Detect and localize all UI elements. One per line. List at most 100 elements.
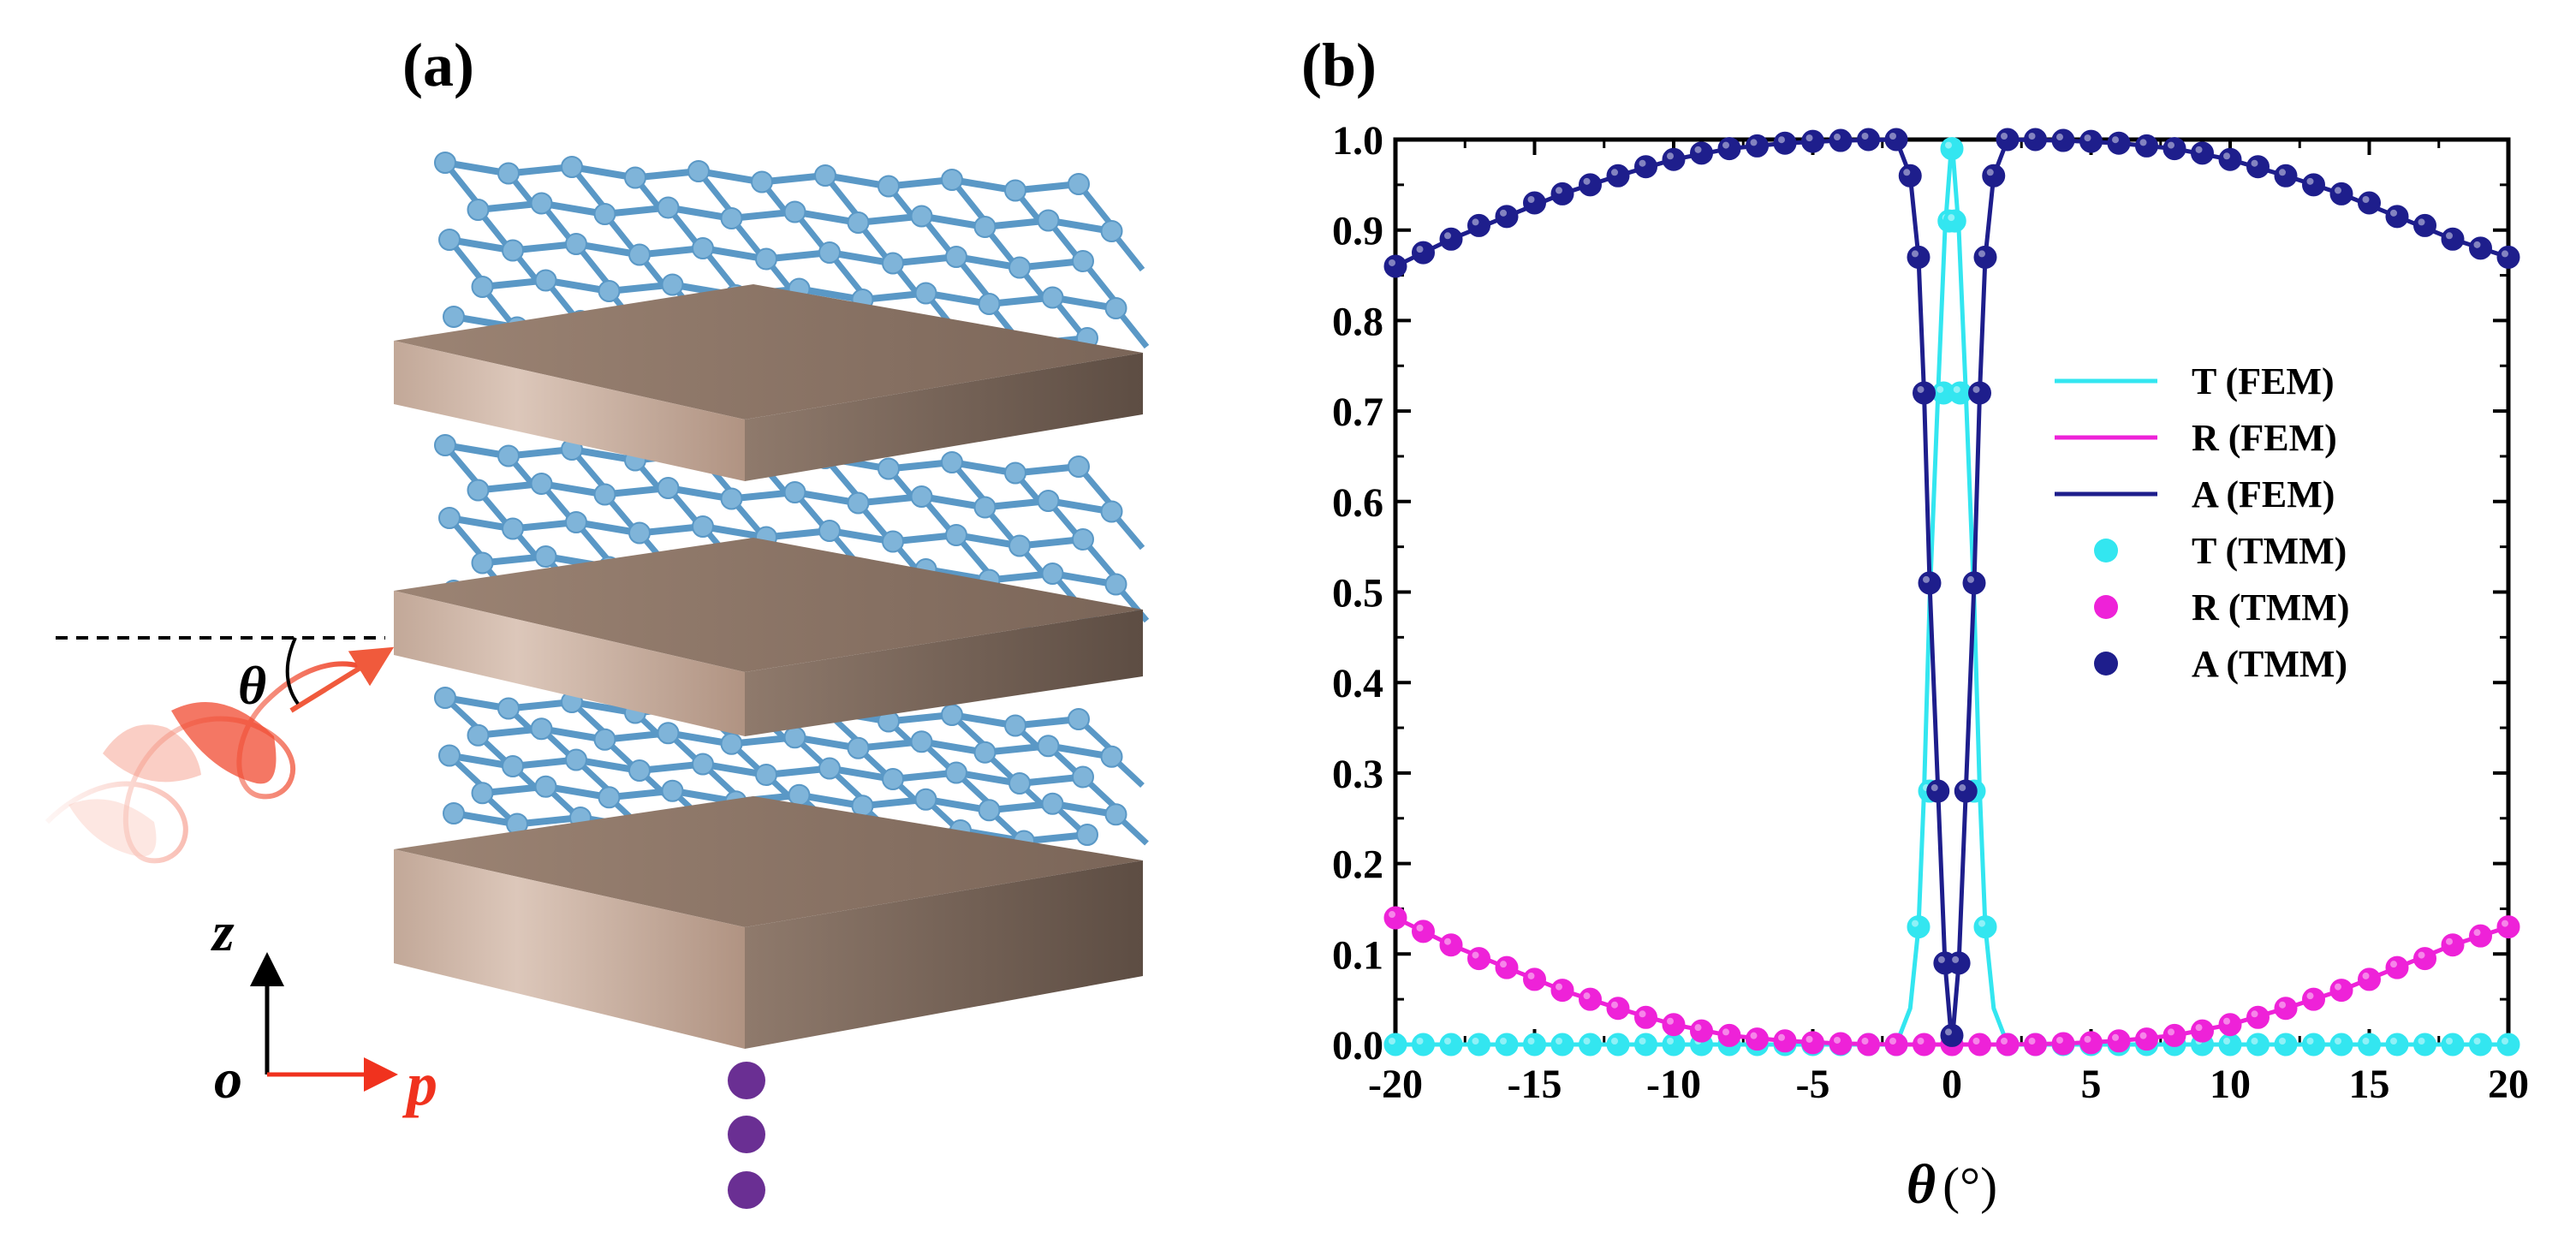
data-point-highlight <box>1667 1038 1674 1045</box>
incident-wave-lobe-icon <box>171 702 277 784</box>
legend-marker-swatch <box>2094 652 2118 676</box>
data-point <box>1829 1032 1853 1056</box>
legend-label: T (FEM) <box>2192 360 2335 402</box>
data-point-highlight <box>1912 250 1919 258</box>
data-point <box>2469 1033 2492 1057</box>
y-tick-label: 0.3 <box>1332 752 1383 797</box>
data-point-highlight <box>1556 187 1562 194</box>
data-point-highlight <box>2251 159 2258 167</box>
data-point-highlight <box>1639 159 1646 167</box>
data-point <box>1948 381 1972 405</box>
data-point <box>1467 947 1490 971</box>
data-point-highlight <box>2306 177 2314 185</box>
data-point-highlight <box>1972 385 1980 393</box>
data-point <box>2358 967 2381 991</box>
data-point-highlight <box>2418 1038 2425 1045</box>
legend-label: R (FEM) <box>2192 417 2337 459</box>
data-point-highlight <box>1936 385 1944 393</box>
data-point <box>1606 1033 1630 1057</box>
dielectric-slab-middle <box>394 538 1143 736</box>
data-point <box>2274 164 2298 188</box>
data-point <box>2274 997 2298 1021</box>
data-point-highlight <box>2335 1038 2341 1045</box>
incident-wave-lobe-icon <box>68 799 157 857</box>
data-point <box>2191 141 2214 165</box>
panel-b-label: (b) <box>1301 31 1377 99</box>
data-point-highlight <box>1806 1035 1813 1043</box>
data-point-highlight <box>1903 169 1911 176</box>
data-point-highlight <box>1953 385 1960 393</box>
dielectric-slab-top <box>394 284 1143 481</box>
data-point-highlight <box>1778 136 1785 144</box>
data-point <box>2246 155 2270 179</box>
data-point <box>1662 1033 1686 1057</box>
data-point-highlight <box>2251 1038 2258 1045</box>
legend-item: T (FEM) <box>2055 360 2335 402</box>
legend-item: T (TMM) <box>2094 530 2347 572</box>
legend: T (FEM) R (FEM) A (FEM) T (TMM) R (TMM) A (TM… <box>2055 360 2350 685</box>
data-point-highlight <box>2139 1032 2147 1039</box>
x-tick-label: 0 <box>1942 1062 1962 1107</box>
data-point <box>2329 182 2353 205</box>
data-point <box>2329 979 2353 1003</box>
data-point <box>2413 213 2436 237</box>
data-point-highlight <box>1472 1038 1479 1045</box>
schematic: θ z o p <box>45 152 1150 1209</box>
data-point <box>2246 1005 2270 1029</box>
data-point-highlight <box>1722 141 1729 149</box>
data-point-highlight <box>2279 1038 2286 1045</box>
legend-item: A (TMM) <box>2094 643 2347 685</box>
data-point-highlight <box>2418 218 2425 226</box>
data-point <box>2441 933 2465 957</box>
data-point-highlight <box>1978 250 1985 258</box>
data-point-highlight <box>1583 1038 1591 1045</box>
data-point-highlight <box>2362 195 2370 203</box>
data-point <box>1973 915 1997 939</box>
data-point-highlight <box>2502 1038 2508 1045</box>
data-point <box>1829 128 1853 152</box>
data-point <box>1857 1033 1880 1057</box>
data-point-highlight <box>1416 246 1424 253</box>
x-tick-label: -5 <box>1796 1062 1830 1107</box>
data-point <box>1383 1033 1407 1057</box>
data-point-highlight <box>1444 1038 1451 1045</box>
data-point <box>1926 779 1950 803</box>
series-markers-a-tmm <box>1383 128 2520 1047</box>
data-point <box>1579 987 1602 1011</box>
data-point <box>1690 1019 1713 1043</box>
data-point <box>2135 1027 2158 1051</box>
data-point-highlight <box>2251 1010 2258 1018</box>
data-point <box>1523 1033 1546 1057</box>
data-point <box>1495 955 1519 979</box>
data-point <box>2496 915 2520 939</box>
data-point-highlight <box>2446 1038 2453 1045</box>
data-point <box>1412 1033 1435 1057</box>
data-point <box>2469 236 2492 260</box>
data-point-highlight <box>1694 1024 1702 1032</box>
data-point <box>2385 955 2409 979</box>
chart: -20 -15 -10 -5 0 5 10 15 20 0.0 0.1 0.2 0.3 0.4 0.5 0.6… <box>1332 118 2529 1216</box>
data-point-highlight <box>1834 134 1841 141</box>
legend-item: R (TMM) <box>2094 586 2350 628</box>
data-point <box>1898 164 1922 188</box>
data-point-highlight <box>2335 187 2341 194</box>
data-point <box>2413 947 2436 971</box>
angle-arc-icon <box>285 637 300 705</box>
data-point-highlight <box>1945 1028 1952 1036</box>
data-point <box>1550 1033 1574 1057</box>
data-point-highlight <box>1416 924 1424 932</box>
data-point <box>1962 571 1986 595</box>
data-point <box>1996 1033 2020 1057</box>
data-point <box>2385 1033 2409 1057</box>
data-point <box>1606 997 1630 1021</box>
data-point <box>1439 1033 1463 1057</box>
data-point <box>1634 1005 1657 1029</box>
data-point <box>2024 1033 2047 1057</box>
data-point <box>2385 205 2409 229</box>
data-point-highlight <box>2112 1033 2119 1041</box>
data-point-highlight <box>1750 1032 1758 1039</box>
data-point-highlight <box>1945 141 1952 149</box>
data-point-highlight <box>1416 1038 1424 1045</box>
data-point <box>2358 1033 2381 1057</box>
data-point-highlight <box>2279 169 2286 176</box>
